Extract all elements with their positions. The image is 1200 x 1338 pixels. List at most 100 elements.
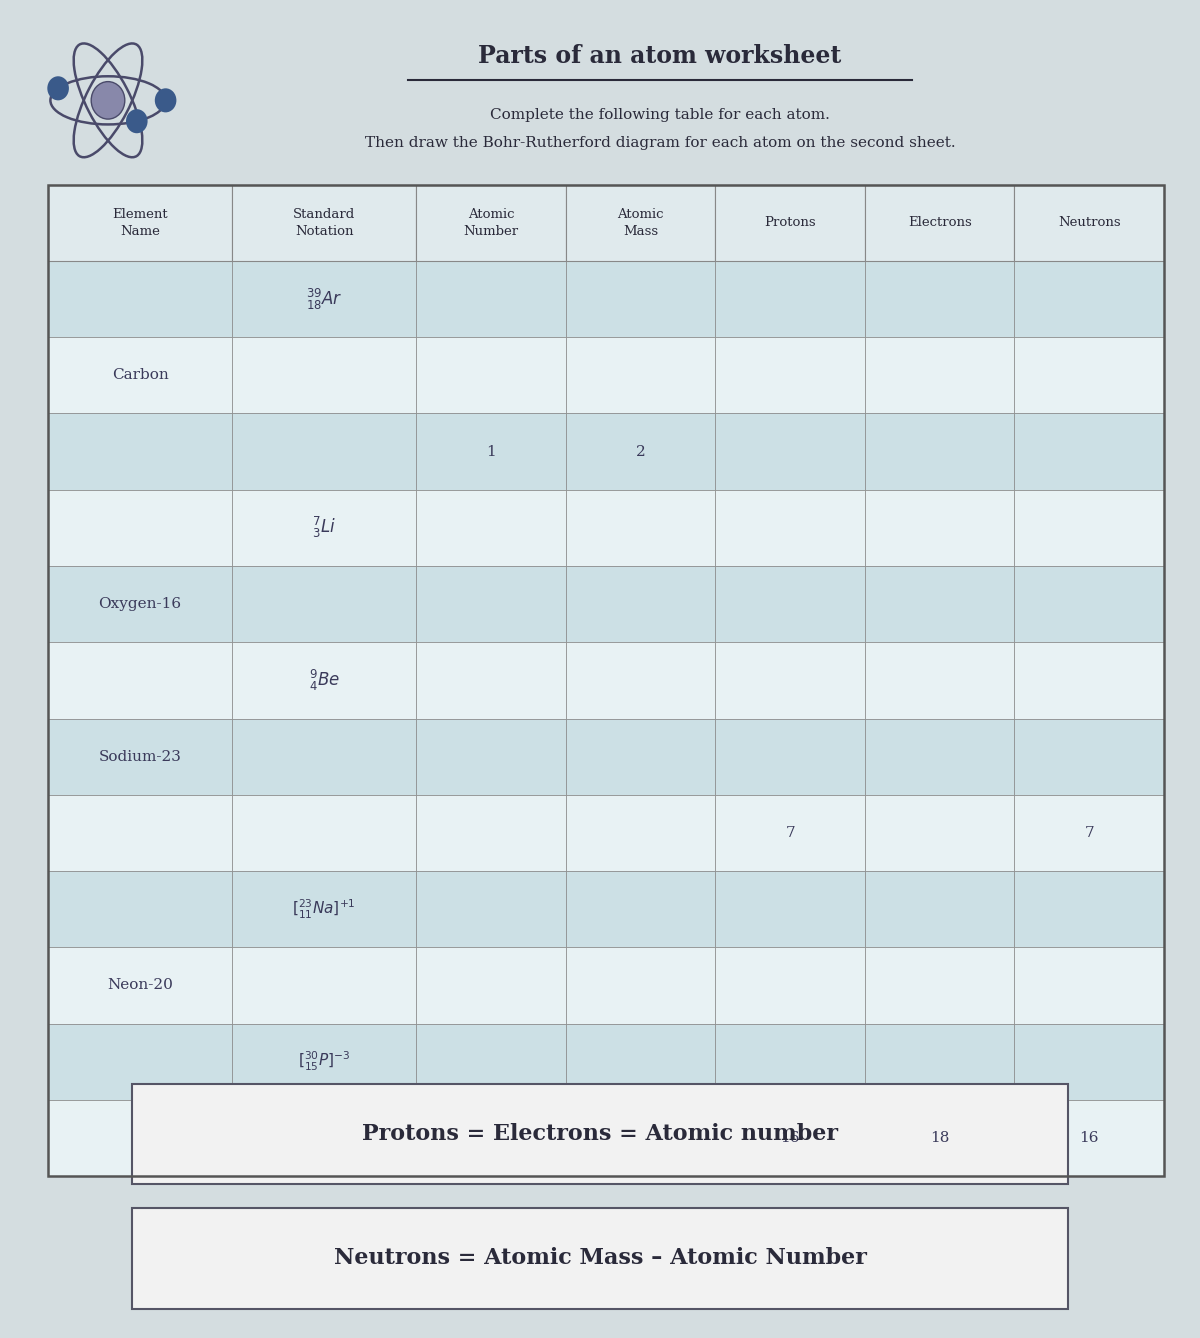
FancyBboxPatch shape: [715, 795, 865, 871]
FancyBboxPatch shape: [1014, 1100, 1164, 1176]
FancyBboxPatch shape: [416, 871, 565, 947]
Text: Protons = Electrons = Atomic number: Protons = Electrons = Atomic number: [362, 1123, 838, 1145]
Text: Atomic
Number: Atomic Number: [463, 207, 518, 238]
FancyBboxPatch shape: [416, 947, 565, 1024]
Text: $^{39}_{18}$Ar: $^{39}_{18}$Ar: [306, 286, 342, 312]
FancyBboxPatch shape: [232, 490, 416, 566]
FancyBboxPatch shape: [48, 1024, 232, 1100]
FancyBboxPatch shape: [715, 719, 865, 795]
FancyBboxPatch shape: [1014, 413, 1164, 490]
FancyBboxPatch shape: [865, 719, 1014, 795]
FancyBboxPatch shape: [132, 1084, 1068, 1184]
FancyBboxPatch shape: [715, 1100, 865, 1176]
FancyBboxPatch shape: [865, 413, 1014, 490]
FancyBboxPatch shape: [715, 566, 865, 642]
FancyBboxPatch shape: [232, 795, 416, 871]
FancyBboxPatch shape: [565, 185, 715, 261]
FancyBboxPatch shape: [1014, 566, 1164, 642]
Text: Atomic
Mass: Atomic Mass: [617, 207, 664, 238]
FancyBboxPatch shape: [232, 642, 416, 719]
FancyBboxPatch shape: [1014, 795, 1164, 871]
FancyBboxPatch shape: [416, 185, 565, 261]
FancyBboxPatch shape: [232, 871, 416, 947]
FancyBboxPatch shape: [565, 947, 715, 1024]
FancyBboxPatch shape: [565, 337, 715, 413]
FancyBboxPatch shape: [48, 1100, 232, 1176]
Text: 2: 2: [636, 444, 646, 459]
FancyBboxPatch shape: [865, 795, 1014, 871]
FancyBboxPatch shape: [865, 1024, 1014, 1100]
FancyBboxPatch shape: [232, 337, 416, 413]
FancyBboxPatch shape: [1014, 337, 1164, 413]
FancyBboxPatch shape: [865, 1100, 1014, 1176]
FancyBboxPatch shape: [48, 947, 232, 1024]
FancyBboxPatch shape: [715, 642, 865, 719]
FancyBboxPatch shape: [1014, 490, 1164, 566]
Text: $[^{23}_{11}Na]^{+1}$: $[^{23}_{11}Na]^{+1}$: [293, 898, 356, 921]
FancyBboxPatch shape: [48, 413, 232, 490]
FancyBboxPatch shape: [48, 337, 232, 413]
FancyBboxPatch shape: [565, 413, 715, 490]
Text: 16: 16: [1080, 1131, 1099, 1145]
FancyBboxPatch shape: [565, 1100, 715, 1176]
FancyBboxPatch shape: [48, 642, 232, 719]
FancyBboxPatch shape: [715, 490, 865, 566]
FancyBboxPatch shape: [865, 871, 1014, 947]
FancyBboxPatch shape: [565, 642, 715, 719]
FancyBboxPatch shape: [232, 1024, 416, 1100]
FancyBboxPatch shape: [715, 337, 865, 413]
FancyBboxPatch shape: [232, 566, 416, 642]
Circle shape: [91, 82, 125, 119]
FancyBboxPatch shape: [865, 337, 1014, 413]
FancyBboxPatch shape: [865, 261, 1014, 337]
FancyBboxPatch shape: [48, 719, 232, 795]
FancyBboxPatch shape: [48, 871, 232, 947]
FancyBboxPatch shape: [715, 261, 865, 337]
FancyBboxPatch shape: [865, 566, 1014, 642]
Text: $[^{30}_{15}P]^{-3}$: $[^{30}_{15}P]^{-3}$: [298, 1050, 350, 1073]
FancyBboxPatch shape: [565, 795, 715, 871]
FancyBboxPatch shape: [48, 185, 232, 261]
FancyBboxPatch shape: [416, 795, 565, 871]
Text: 7: 7: [1085, 826, 1094, 840]
Text: Neutrons = Atomic Mass – Atomic Number: Neutrons = Atomic Mass – Atomic Number: [334, 1247, 866, 1270]
FancyBboxPatch shape: [232, 185, 416, 261]
Text: Complete the following table for each atom.: Complete the following table for each at…: [490, 108, 830, 122]
Text: Oxygen-16: Oxygen-16: [98, 597, 181, 611]
FancyBboxPatch shape: [416, 261, 565, 337]
FancyBboxPatch shape: [232, 719, 416, 795]
FancyBboxPatch shape: [1014, 871, 1164, 947]
FancyBboxPatch shape: [416, 642, 565, 719]
FancyBboxPatch shape: [715, 1024, 865, 1100]
FancyBboxPatch shape: [865, 947, 1014, 1024]
Circle shape: [47, 76, 68, 100]
FancyBboxPatch shape: [232, 413, 416, 490]
Circle shape: [126, 110, 148, 134]
Text: Electrons: Electrons: [907, 217, 972, 229]
FancyBboxPatch shape: [1014, 642, 1164, 719]
Text: 18: 18: [930, 1131, 949, 1145]
FancyBboxPatch shape: [48, 566, 232, 642]
FancyBboxPatch shape: [565, 490, 715, 566]
Text: Then draw the Bohr-Rutherford diagram for each atom on the second sheet.: Then draw the Bohr-Rutherford diagram fo…: [365, 136, 955, 150]
FancyBboxPatch shape: [132, 1208, 1068, 1309]
FancyBboxPatch shape: [865, 642, 1014, 719]
FancyBboxPatch shape: [715, 413, 865, 490]
FancyBboxPatch shape: [232, 947, 416, 1024]
Text: $^{9}_{4}$Be: $^{9}_{4}$Be: [308, 668, 340, 693]
FancyBboxPatch shape: [1014, 261, 1164, 337]
Text: Neon-20: Neon-20: [107, 978, 173, 993]
Text: 1: 1: [486, 444, 496, 459]
Text: Standard
Notation: Standard Notation: [293, 207, 355, 238]
FancyBboxPatch shape: [1014, 719, 1164, 795]
FancyBboxPatch shape: [715, 185, 865, 261]
FancyBboxPatch shape: [416, 1024, 565, 1100]
FancyBboxPatch shape: [416, 1100, 565, 1176]
FancyBboxPatch shape: [48, 795, 232, 871]
Text: Element
Name: Element Name: [113, 207, 168, 238]
FancyBboxPatch shape: [1014, 185, 1164, 261]
FancyBboxPatch shape: [715, 947, 865, 1024]
FancyBboxPatch shape: [1014, 1024, 1164, 1100]
FancyBboxPatch shape: [565, 871, 715, 947]
Text: Neutrons: Neutrons: [1058, 217, 1121, 229]
